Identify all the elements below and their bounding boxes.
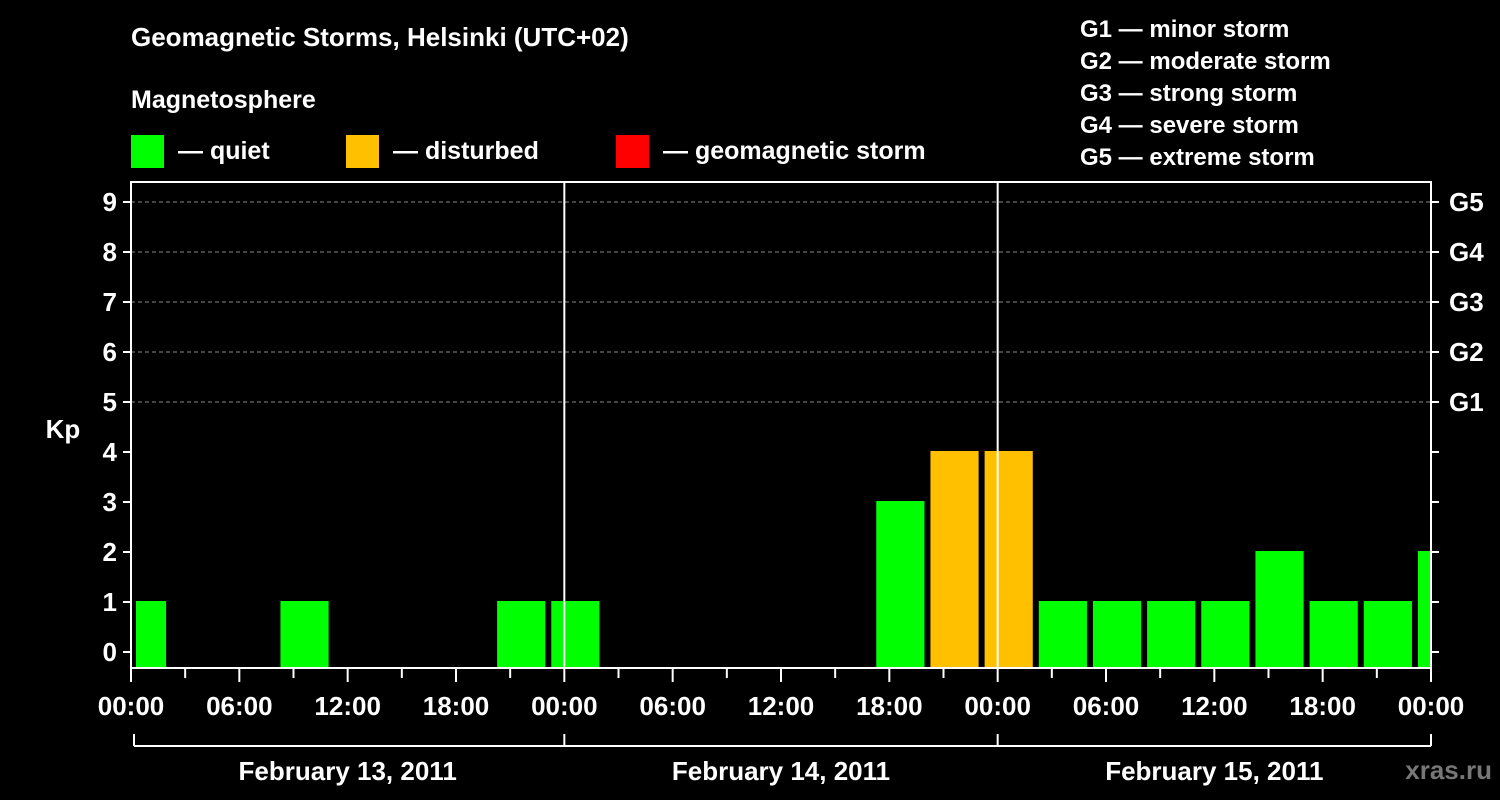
legend-swatch-quiet — [131, 134, 164, 168]
y-axis-label: Kp — [46, 414, 81, 444]
x-tick-label-10: 12:00 — [1181, 691, 1248, 721]
legend-item-disturbed: — disturbed — [346, 134, 539, 168]
y-tick-label-1: 1 — [103, 587, 117, 617]
g-scale-item-g1: G1 — minor storm — [1080, 16, 1290, 43]
g-scale-item-g4: G4 — severe storm — [1080, 112, 1299, 139]
plot-frame — [130, 181, 1432, 669]
x-tick-label-8: 00:00 — [964, 691, 1031, 721]
legend-swatch-disturbed — [346, 134, 379, 168]
y-tick-label-4: 4 — [103, 437, 118, 467]
bar-4 — [876, 501, 925, 668]
legend-label-disturbed: — disturbed — [393, 136, 539, 165]
bar-2 — [497, 601, 546, 668]
y-tick-label-0: 0 — [103, 637, 117, 667]
bar-7 — [1038, 601, 1087, 668]
bar-13 — [1363, 601, 1412, 668]
y-tick-label-8: 8 — [103, 237, 117, 267]
bar-14 — [1417, 551, 1430, 668]
x-tick-label-1: 06:00 — [206, 691, 273, 721]
legend-item-quiet: — quiet — [131, 134, 270, 168]
x-tick-label-11: 18:00 — [1289, 691, 1356, 721]
x-tick-label-0: 00:00 — [98, 691, 165, 721]
bar-3 — [551, 601, 600, 668]
y-tick-label-5: 5 — [103, 387, 117, 417]
bar-0 — [136, 601, 167, 668]
bar-5 — [930, 451, 979, 668]
y-tick-label-7: 7 — [103, 287, 117, 317]
bar-6 — [984, 451, 1033, 668]
day-label-1: February 14, 2011 — [672, 756, 890, 786]
chart-title: Geomagnetic Storms, Helsinki (UTC+02) — [131, 22, 629, 52]
day-label-2: February 15, 2011 — [1105, 756, 1323, 786]
bar-12 — [1309, 601, 1358, 668]
g-scale-item-g5: G5 — extreme storm — [1080, 144, 1315, 171]
y-tick-label-6: 6 — [103, 337, 117, 367]
bar-1 — [280, 601, 329, 668]
x-tick-label-9: 06:00 — [1073, 691, 1140, 721]
g-scale-item-g3: G3 — strong storm — [1080, 80, 1298, 107]
g-scale-item-g2: G2 — moderate storm — [1080, 48, 1331, 75]
x-tick-label-12: 00:00 — [1398, 691, 1465, 721]
g-tick-label-g4: G4 — [1449, 237, 1484, 267]
x-tick-label-7: 18:00 — [856, 691, 923, 721]
y-tick-label-9: 9 — [103, 187, 117, 217]
g-tick-label-g1: G1 — [1449, 387, 1484, 417]
g-tick-label-g3: G3 — [1449, 287, 1484, 317]
legend-label-quiet: — quiet — [178, 136, 270, 165]
legend-item-storm: — geomagnetic storm — [616, 134, 926, 168]
y-tick-label-3: 3 — [103, 487, 117, 517]
chart-subtitle: Magnetosphere — [131, 86, 316, 114]
x-tick-label-4: 00:00 — [531, 691, 598, 721]
x-tick-label-6: 12:00 — [748, 691, 815, 721]
g-scale-legend: G1 — minor storm G2 — moderate storm G3 … — [1080, 14, 1331, 174]
bar-10 — [1201, 601, 1250, 668]
x-tick-label-3: 18:00 — [423, 691, 490, 721]
x-tick-label-2: 12:00 — [314, 691, 381, 721]
bar-11 — [1255, 551, 1304, 668]
legend-label-storm: — geomagnetic storm — [663, 136, 926, 165]
x-tick-label-5: 06:00 — [639, 691, 706, 721]
g-tick-label-g2: G2 — [1449, 337, 1484, 367]
g-tick-label-g5: G5 — [1449, 187, 1484, 217]
legend-swatch-storm — [616, 134, 649, 168]
day-label-0: February 13, 2011 — [239, 756, 457, 786]
watermark: xras.ru — [1405, 755, 1492, 785]
bar-8 — [1092, 601, 1142, 668]
bar-9 — [1147, 601, 1196, 668]
y-tick-label-2: 2 — [103, 537, 117, 567]
